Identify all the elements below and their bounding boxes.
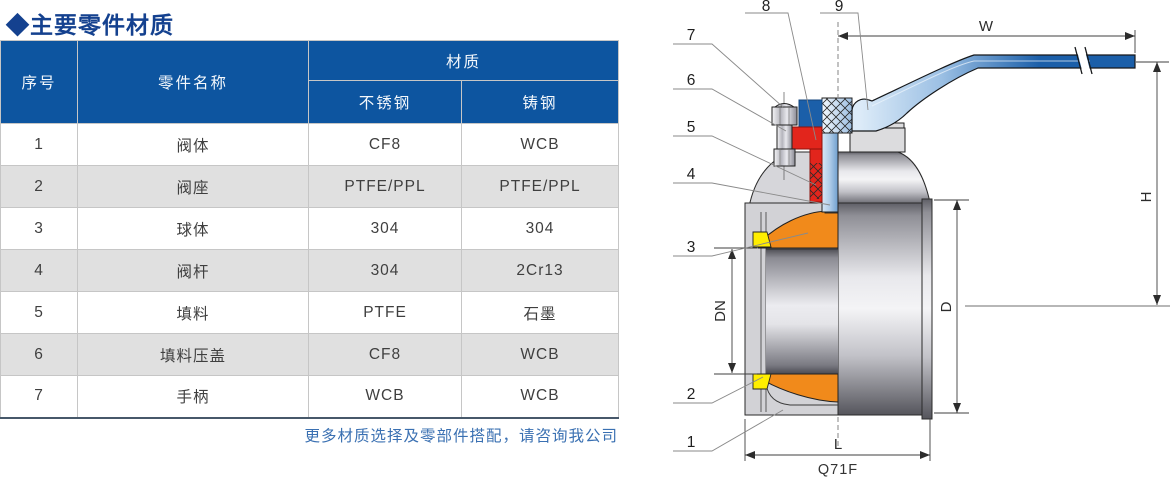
gland-bolt	[771, 92, 798, 180]
table-row: 5 填料 PTFE 石墨	[0, 291, 620, 334]
cell-part: 阀杆	[77, 249, 309, 292]
col-header-cast: 铸钢	[460, 80, 620, 124]
dim-label-dn: DN	[712, 300, 729, 322]
cell-cs: PTFE/PPL	[460, 165, 620, 208]
table-row: 6 填料压盖 CF8 WCB	[0, 333, 620, 376]
cell-part: 阀体	[77, 123, 309, 166]
cell-part: 阀座	[77, 165, 309, 208]
col-header-material: 材质	[307, 40, 620, 81]
cell-ss: 304	[308, 249, 462, 292]
callout-8: 8	[762, 0, 771, 15]
cell-no: 6	[0, 333, 78, 376]
callout-7: 7	[687, 27, 696, 44]
callout-5: 5	[687, 119, 696, 136]
cell-cs: WCB	[460, 123, 620, 166]
table-row: 1 阀体 CF8 WCB	[0, 123, 620, 166]
col-header-part: 零件名称	[77, 40, 309, 124]
dim-label-d: D	[938, 301, 955, 312]
dim-label-l: L	[834, 436, 842, 453]
page-title: ◆主要零件材质	[6, 12, 174, 38]
valve-handle	[851, 46, 1136, 132]
table-row: 2 阀座 PTFE/PPL PTFE/PPL	[0, 165, 620, 208]
cell-ss: PTFE/PPL	[308, 165, 462, 208]
cell-cs: 304	[460, 207, 620, 250]
cell-cs: 2Cr13	[460, 249, 620, 292]
materials-note: 更多材质选择及零部件搭配，请咨询我公司	[304, 428, 618, 445]
cell-cs: WCB	[460, 333, 620, 376]
packing	[810, 163, 822, 199]
col-header-no: 序号	[0, 40, 78, 124]
valve-stem	[798, 97, 853, 214]
handle-break	[1076, 47, 1091, 74]
dim-label-w: W	[979, 18, 994, 35]
cell-ss: WCB	[308, 375, 462, 419]
materials-section: ◆主要零件材质 序号 零件名称 材质 不锈钢 铸钢 1 阀体 CF8	[0, 12, 620, 445]
cell-ss: CF8	[308, 333, 462, 376]
col-header-stainless: 不锈钢	[308, 80, 462, 124]
callout-9: 9	[835, 0, 844, 15]
cell-part: 球体	[77, 207, 309, 250]
cell-ss: CF8	[308, 123, 462, 166]
cell-part: 手柄	[77, 375, 309, 419]
cell-ss: PTFE	[308, 291, 462, 334]
cell-part: 填料压盖	[77, 333, 309, 376]
callout-2: 2	[687, 386, 696, 403]
cell-no: 7	[0, 375, 78, 419]
table-row: 7 手柄 WCB WCB	[0, 375, 620, 419]
valve-seats	[752, 231, 772, 390]
cell-part: 填料	[77, 291, 309, 334]
cell-cs: WCB	[460, 375, 620, 419]
bore	[766, 249, 838, 374]
callout-3: 3	[687, 239, 696, 256]
callout-leaders	[673, 12, 869, 452]
cell-no: 2	[0, 165, 78, 208]
valve-ball	[757, 210, 839, 403]
dim-label-h: H	[1138, 192, 1155, 203]
valve-diagram: W H D DN L 1 2 3 4 5 6 7	[620, 0, 1170, 487]
callout-4: 4	[687, 166, 696, 183]
cell-no: 3	[0, 207, 78, 250]
cell-no: 4	[0, 249, 78, 292]
cell-no: 1	[0, 123, 78, 166]
callout-1: 1	[687, 434, 696, 451]
table-row: 4 阀杆 304 2Cr13	[0, 249, 620, 292]
cell-no: 5	[0, 291, 78, 334]
mounting-flange	[849, 127, 906, 153]
cell-cs: 石墨	[460, 291, 620, 334]
materials-table: 序号 零件名称 材质 不锈钢 铸钢 1 阀体 CF8 WCB 2	[0, 40, 620, 419]
table-row: 3 球体 304 304	[0, 207, 620, 250]
body-end-band	[921, 198, 933, 420]
model-label: Q71F	[818, 462, 858, 478]
cell-ss: 304	[308, 207, 462, 250]
dimensions	[714, 30, 1170, 461]
callout-6: 6	[687, 72, 696, 89]
valve-diagram-svg: W H D DN L 1 2 3 4 5 6 7	[673, 0, 1170, 478]
